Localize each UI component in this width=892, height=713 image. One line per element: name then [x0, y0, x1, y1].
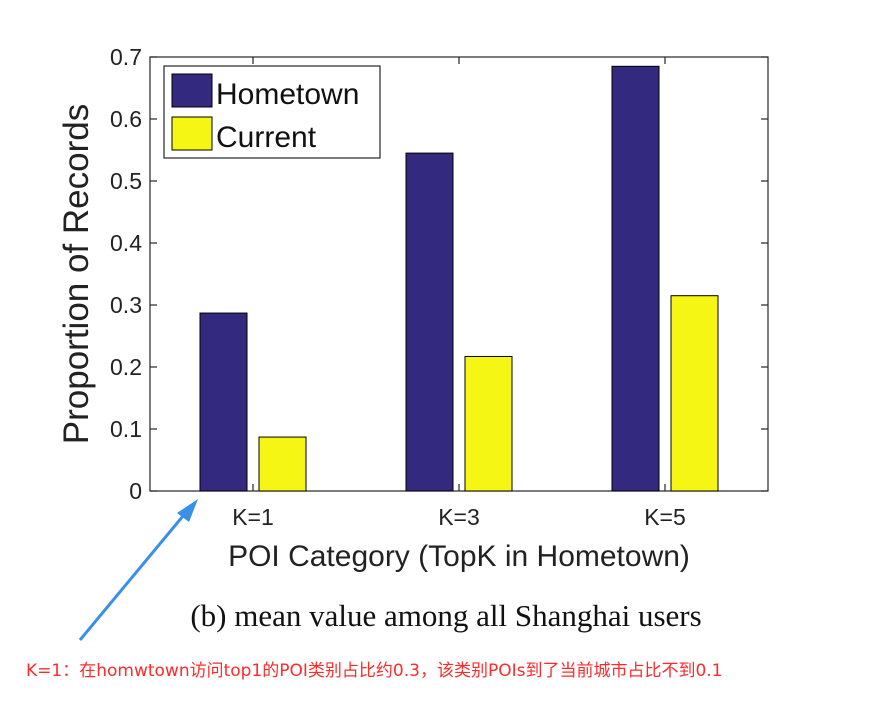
- annotation-arrow: [78, 499, 198, 641]
- y-tick-label: 0.4: [110, 230, 142, 256]
- legend: Hometown Current: [163, 65, 381, 159]
- x-tick-label: K=5: [644, 504, 686, 530]
- y-tick-label: 0.7: [110, 44, 142, 70]
- y-tick-label: 0.5: [110, 168, 142, 194]
- y-tick-label: 0: [129, 478, 142, 504]
- y-tick-label: 0.2: [110, 354, 142, 380]
- bar-hometown-k3: [405, 152, 454, 492]
- annotation-note: K=1：在homwtown访问top1的POI类别占比约0.3，该类别POIs到…: [26, 661, 723, 681]
- bar-current-k3: [464, 355, 513, 492]
- legend-swatch-current: [171, 116, 213, 151]
- bars: [199, 65, 719, 492]
- figure-caption: (b) mean value among all Shanghai users: [190, 598, 702, 633]
- x-tick-label: K=3: [438, 504, 480, 530]
- legend-label-hometown: Hometown: [216, 78, 359, 111]
- legend-swatch-hometown: [171, 73, 213, 108]
- bar-hometown-k1: [199, 312, 248, 492]
- bar-current-k1: [258, 436, 307, 492]
- annotation-arrow-head: [177, 499, 198, 522]
- x-axis-label: POI Category (TopK in Hometown): [228, 540, 690, 573]
- annotation-arrow-shaft: [78, 515, 185, 641]
- y-tick-label: 0.3: [110, 292, 142, 318]
- x-tick-label: K=1: [232, 504, 274, 530]
- y-axis-ticks: 0 0.1 0.2 0.3 0.4 0.5 0.6 0.7: [110, 44, 768, 504]
- y-tick-label: 0.1: [110, 416, 142, 442]
- legend-label-current: Current: [216, 121, 317, 154]
- x-axis-ticks: K=1 K=3 K=5: [232, 57, 686, 530]
- y-axis-label: Proportion of Records: [57, 104, 96, 444]
- bar-current-k5: [670, 295, 719, 492]
- y-tick-label: 0.6: [110, 106, 142, 132]
- bar-hometown-k5: [611, 65, 660, 492]
